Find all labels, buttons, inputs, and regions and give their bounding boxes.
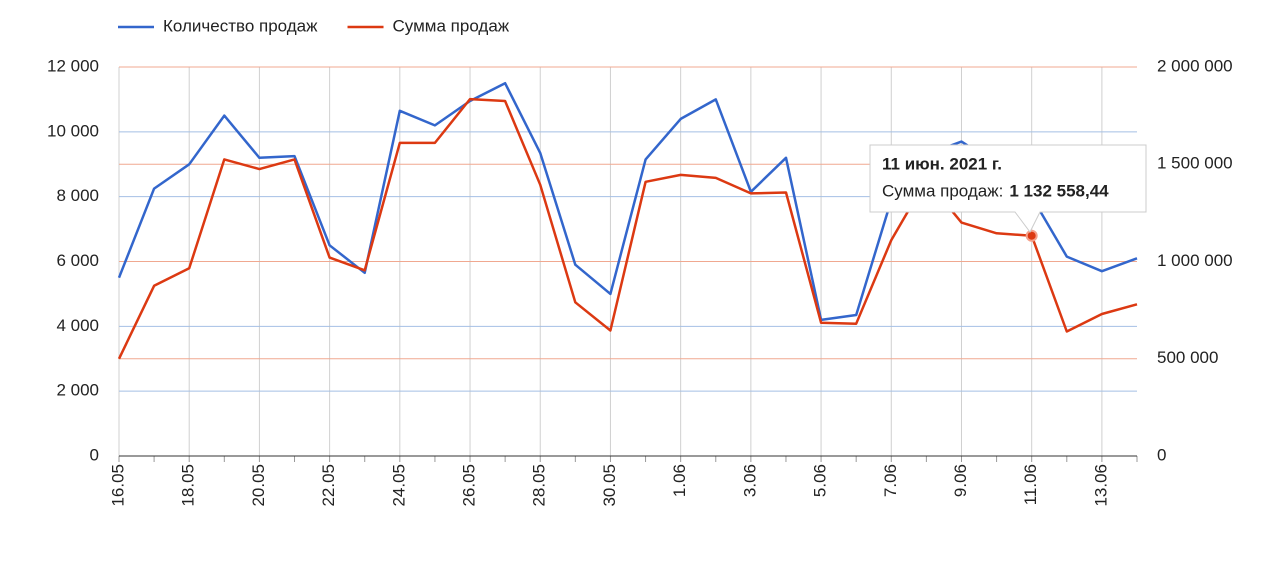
y-tick-label: 6 000 (56, 251, 99, 270)
tooltip: 11 июн. 2021 г. Сумма продаж: 1 132 558,44 (869, 144, 1147, 233)
x-tick-label: 5.06 (811, 464, 830, 497)
x-tick-label: 11.06 (1021, 464, 1040, 505)
x-tick-label: 20.05 (249, 464, 268, 507)
x-tick-label: 26.05 (460, 464, 479, 507)
series-line (117, 97, 1138, 360)
y2-tick-label: 1 500 000 (1157, 154, 1233, 173)
x-tick-label: 3.06 (740, 464, 759, 497)
x-tick-label: 28.05 (530, 464, 549, 507)
x-tick-label: 22.05 (319, 464, 338, 507)
tooltip-label: Сумма продаж: (882, 181, 1003, 200)
x-tick-label: 30.05 (600, 464, 619, 507)
tooltip-value: 1 132 558,44 (1009, 181, 1109, 200)
x-tick-label: 9.06 (951, 464, 970, 497)
y2-tick-label: 1 000 000 (1157, 251, 1233, 270)
x-tick-label: 1.06 (670, 464, 689, 497)
x-tick-label: 7.06 (881, 464, 900, 497)
y2-tick-label: 0 (1157, 445, 1166, 464)
x-tick-label: 16.05 (108, 464, 127, 507)
y2-tick-label: 500 000 (1157, 348, 1218, 367)
highlight-point (1025, 229, 1038, 242)
y-tick-label: 4 000 (56, 316, 99, 335)
y-tick-label: 0 (90, 445, 99, 464)
y-tick-label: 10 000 (47, 121, 99, 140)
y-tick-label: 2 000 (56, 381, 99, 400)
tooltip-box (869, 144, 1147, 233)
y2-tick-label: 2 000 000 (1157, 56, 1233, 75)
tooltip-title: 11 июн. 2021 г. (882, 154, 1002, 173)
x-tick-label: 18.05 (179, 464, 198, 507)
legend-label: Сумма продаж (393, 16, 510, 35)
x-tick-label: 13.06 (1091, 464, 1110, 507)
legend-label: Количество продаж (163, 16, 318, 35)
x-tick-label: 24.05 (389, 464, 408, 507)
y-tick-label: 8 000 (56, 186, 99, 205)
y-tick-label: 12 000 (47, 56, 99, 75)
